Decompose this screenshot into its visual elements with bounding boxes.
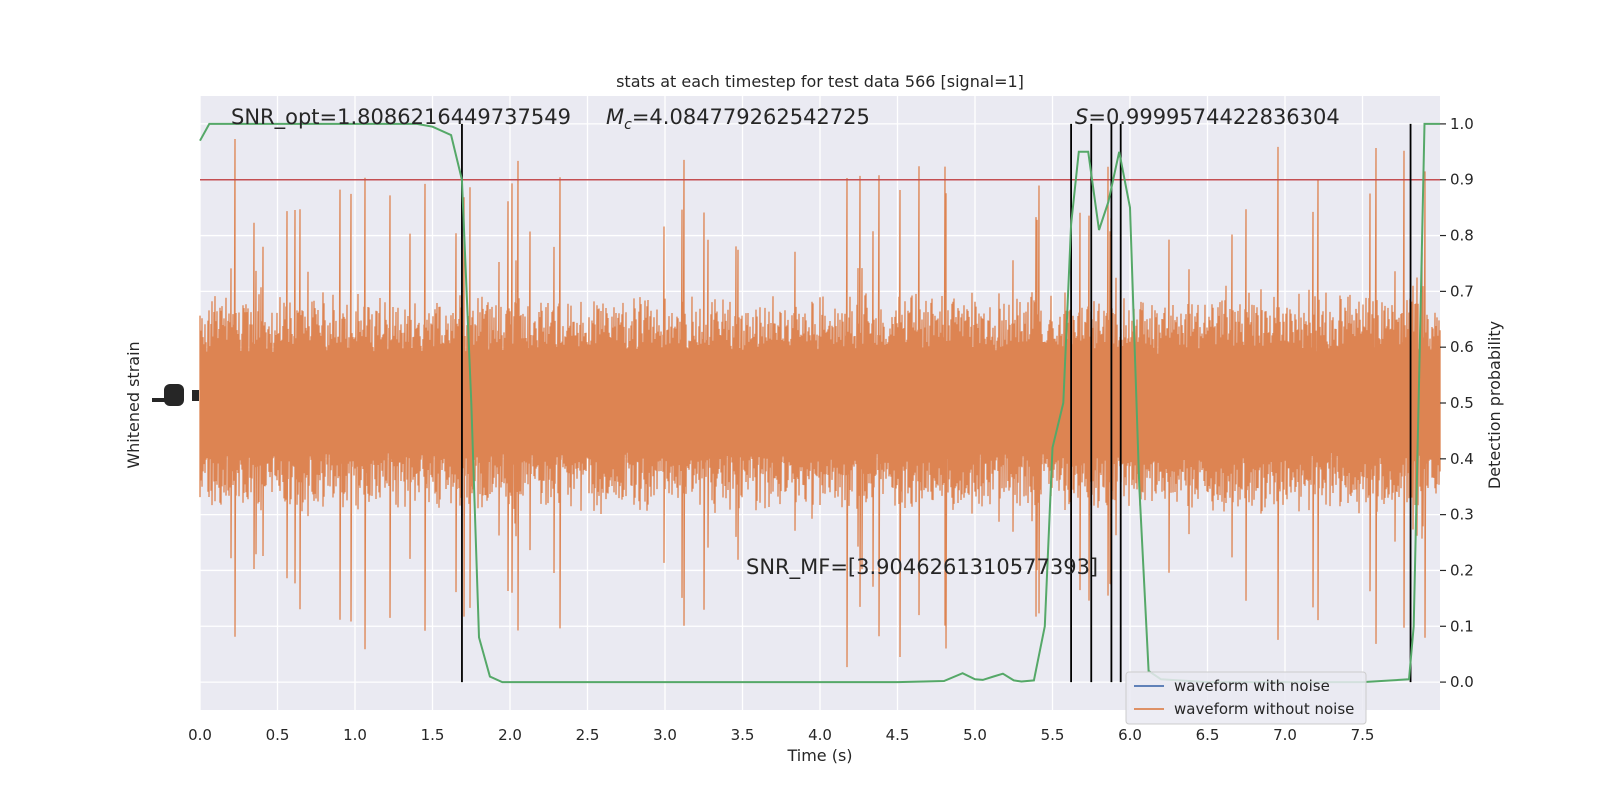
snr-total-value: =0.9999574422836304 [1088,105,1339,129]
y-axis-right-ticks: 0.0 0.1 0.2 0.3 0.4 0.5 0.6 0.7 0.8 0.9 1.0 [1440,115,1474,691]
snr-total-symbol: S [1075,105,1088,129]
y-tick-label: 1.0 [1450,115,1474,133]
vertical-markers [461,123,1412,683]
x-tick-label: 5.5 [1041,726,1065,744]
y-tick-label: 0.0 [1450,673,1474,691]
legend-label-with-noise: waveform with noise [1174,677,1330,695]
x-tick-label: 6.0 [1118,726,1142,744]
y-tick-label: 0.4 [1450,450,1474,468]
left-axis-offset-mark [164,384,184,406]
chart-title: stats at each timestep for test data 566… [616,72,1024,91]
x-tick-label: 4.5 [886,726,910,744]
y-tick-label: 0.3 [1450,506,1474,524]
x-tick-label: 3.0 [653,726,677,744]
annotation-chirp-mass: Mc=4.084779262542725 [606,105,870,133]
y-tick-label: 0.9 [1450,171,1474,189]
legend-box [1125,671,1367,725]
x-tick-label: 5.0 [963,726,987,744]
left-axis-offset-mark [152,398,170,402]
x-axis-label: Time (s) [786,746,852,765]
y-tick-label: 0.5 [1450,394,1474,412]
series-waveform-without-noise [199,138,1441,668]
y-tick-label: 0.2 [1450,561,1474,579]
x-tick-label: 0.5 [266,726,290,744]
y-tick-label: 0.6 [1450,338,1474,356]
x-tick-label: 4.0 [808,726,832,744]
chirp-mass-subscript: c [624,117,632,133]
legend-label-without-noise: waveform without noise [1174,700,1354,718]
x-tick-label: 1.5 [421,726,445,744]
y-tick-label: 0.7 [1450,282,1474,300]
y-tick-label: 0.8 [1450,227,1474,245]
y-axis-left-label: Whitened strain [124,341,143,468]
x-tick-label: 6.5 [1196,726,1220,744]
left-axis-offset-marks [152,384,199,406]
x-tick-label: 1.0 [343,726,367,744]
x-tick-label: 2.0 [498,726,522,744]
annotation-snr-total: S=0.9999574422836304 [1075,105,1340,129]
x-tick-label: 7.5 [1351,726,1375,744]
chirp-mass-symbol: M [606,105,624,129]
x-tick-label: 3.5 [731,726,755,744]
x-tick-label: 2.5 [576,726,600,744]
annotation-snr-opt: SNR_opt=1.8086216449737549 [231,105,571,130]
legend: waveform with noise waveform without noi… [1125,671,1367,725]
y-tick-label: 0.1 [1450,617,1474,635]
y-axis-right-label: Detection probability [1485,321,1504,489]
x-tick-label: 0.0 [188,726,212,744]
waveform-trace [199,138,1441,668]
annotation-snr-mf: SNR_MF=[3.9046261310577393] [746,555,1098,580]
chirp-mass-value: =4.084779262542725 [632,105,870,129]
x-tick-label: 7.0 [1273,726,1297,744]
left-axis-offset-mark [192,390,199,401]
x-axis-ticks: 0.0 0.5 1.0 1.5 2.0 2.5 3.0 3.5 4.0 4.5 5.0 5.5 6.0 6… [188,726,1374,744]
